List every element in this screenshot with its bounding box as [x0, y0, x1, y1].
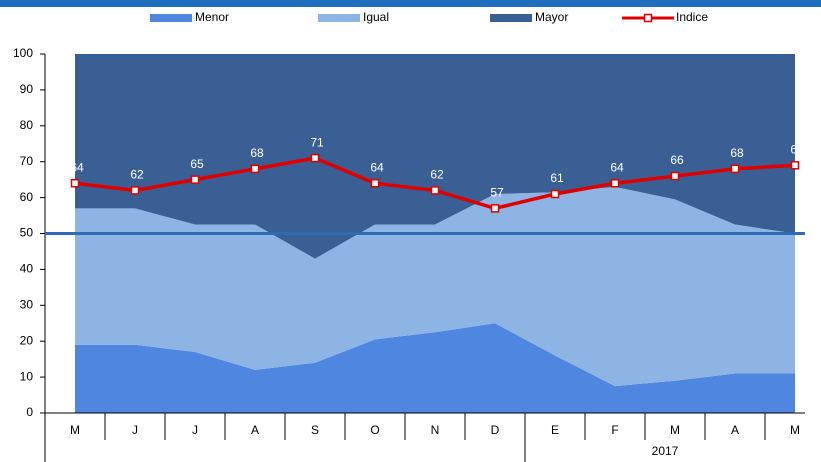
- area: [75, 186, 795, 387]
- y-tick-label: 90: [20, 82, 34, 96]
- data-label: 68: [250, 146, 264, 160]
- x-tick-label: M: [790, 423, 800, 437]
- x-tick-label: J: [132, 423, 138, 437]
- y-tick-label: 50: [20, 226, 34, 240]
- area: [75, 323, 795, 413]
- index-marker: [250, 164, 260, 174]
- data-label: 64: [610, 160, 624, 174]
- y-tick-label: 20: [20, 333, 34, 347]
- index-marker: [490, 204, 500, 213]
- legend-swatch: [318, 14, 360, 22]
- data-label: 62: [130, 168, 144, 182]
- y-tick-label: 40: [20, 262, 34, 276]
- x-tick-label: A: [731, 423, 739, 437]
- x-tick-label: M: [670, 423, 680, 437]
- data-label: 61: [550, 171, 564, 185]
- x-tick-label: J: [192, 423, 198, 437]
- y-tick-label: 80: [20, 118, 34, 132]
- data-label: 69: [790, 142, 804, 156]
- legend-label: Igual: [363, 10, 389, 24]
- index-marker: [610, 178, 620, 188]
- index-marker: [670, 171, 680, 181]
- y-tick-label: 70: [20, 154, 34, 168]
- x-tick-label: S: [311, 423, 319, 437]
- data-label: 62: [430, 168, 444, 182]
- y-tick-label: 100: [13, 46, 33, 60]
- x-tick-label: N: [431, 423, 440, 437]
- y-tick-label: 60: [20, 190, 34, 204]
- index-marker: [310, 153, 320, 163]
- data-label: 57: [490, 186, 504, 200]
- data-label: 71: [310, 135, 324, 149]
- x-tick-label: F: [611, 423, 618, 437]
- index-marker: [730, 164, 740, 174]
- legend-swatch: [150, 14, 192, 22]
- x-tick-label: E: [551, 423, 559, 437]
- data-label: 64: [70, 160, 84, 174]
- index-marker: [550, 189, 560, 199]
- legend-swatch: [490, 14, 532, 22]
- data-label: 68: [730, 146, 744, 160]
- year-label: 2017: [652, 444, 679, 458]
- legend-swatch: [643, 13, 653, 23]
- x-tick-label: A: [251, 423, 259, 437]
- data-label: 65: [190, 157, 204, 171]
- top-band: [0, 0, 821, 7]
- index-marker: [190, 175, 200, 184]
- index-marker: [790, 161, 800, 170]
- x-tick-label: O: [370, 423, 379, 437]
- y-tick-label: 0: [26, 405, 33, 419]
- index-marker: [370, 178, 380, 188]
- legend-label: Menor: [195, 10, 229, 24]
- data-label: 64: [370, 160, 384, 174]
- y-tick-label: 10: [20, 369, 34, 383]
- legend-label: Indice: [676, 10, 708, 24]
- index-marker: [70, 178, 80, 188]
- x-tick-label: D: [491, 423, 500, 437]
- area: [75, 54, 795, 259]
- y-tick-label: 30: [20, 297, 34, 311]
- index-marker: [130, 186, 140, 195]
- x-tick-label: M: [70, 423, 80, 437]
- legend-label: Mayor: [535, 10, 568, 24]
- index-marker: [430, 186, 440, 195]
- data-label: 66: [670, 153, 684, 167]
